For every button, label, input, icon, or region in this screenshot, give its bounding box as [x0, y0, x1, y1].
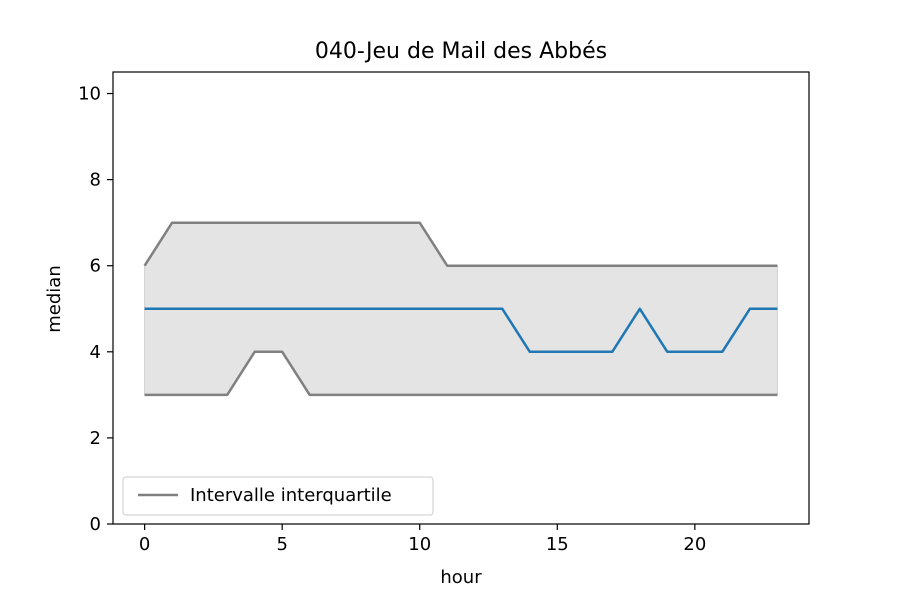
y-tick-label: 2: [90, 428, 101, 449]
legend-box: [122, 476, 434, 516]
x-tick-label: 15: [546, 534, 569, 555]
x-axis-label: hour: [440, 567, 482, 588]
y-tick-label: 8: [90, 170, 101, 191]
plot-area: 0 5 10 15 20 0 2 4 6 8 10: [78, 71, 810, 555]
q3-line: [143, 221, 778, 267]
x-tick-label: 5: [276, 534, 287, 555]
median-line: [144, 307, 778, 354]
y-tick-label: 10: [78, 84, 101, 105]
y-tick-label: 0: [90, 514, 101, 535]
x-tick-label: 20: [683, 534, 706, 555]
x-tick-label: 0: [139, 534, 150, 555]
legend-label: Intervalle interquartile: [190, 485, 392, 506]
y-tick-label: 4: [90, 342, 101, 363]
axes-frame: [112, 71, 810, 525]
chart-title: 040-Jeu de Mail des Abbés: [315, 39, 607, 64]
y-tick-label: 6: [90, 256, 101, 277]
legend: Intervalle interquartile: [122, 476, 434, 516]
q1-line: [144, 350, 778, 397]
x-tick-label: 10: [408, 534, 431, 555]
y-axis-label: median: [44, 265, 65, 332]
